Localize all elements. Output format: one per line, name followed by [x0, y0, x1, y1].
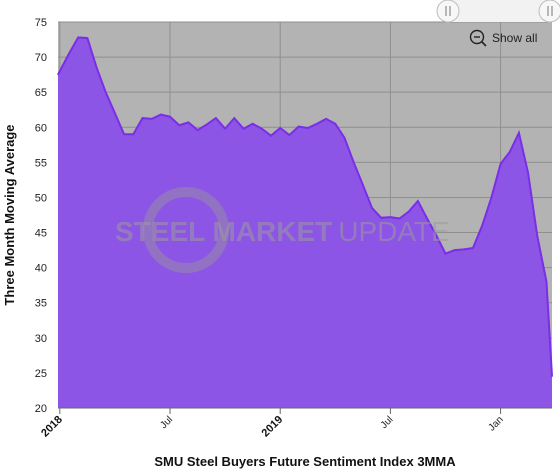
watermark-strong: STEEL MARKET — [115, 216, 332, 247]
data-point — [454, 249, 456, 251]
data-point — [481, 224, 483, 227]
y-tick-label: 25 — [35, 368, 47, 380]
data-points — [57, 36, 553, 377]
data-point — [316, 123, 318, 125]
show-all-button[interactable]: Show all — [469, 29, 538, 47]
y-tick-label: 75 — [35, 17, 47, 29]
data-point — [408, 210, 410, 213]
data-point — [545, 281, 548, 283]
data-point — [141, 117, 144, 119]
y-tick-label: 65 — [35, 87, 47, 99]
data-point — [96, 67, 98, 69]
y-tick-label: 45 — [35, 228, 47, 240]
sentiment-area — [58, 37, 552, 409]
x-axis-title: SMU Steel Buyers Future Sentiment Index … — [154, 454, 456, 469]
y-tick-label: 40 — [35, 263, 47, 275]
data-point — [298, 126, 300, 128]
data-point — [307, 127, 309, 129]
data-point — [362, 184, 364, 186]
data-point — [114, 112, 116, 114]
data-point — [68, 53, 70, 55]
data-point — [518, 132, 520, 134]
data-point — [242, 128, 245, 130]
data-point — [224, 128, 226, 130]
data-point — [261, 128, 263, 130]
y-tick-label: 35 — [35, 298, 47, 310]
y-axis-title: Three Month Moving Average — [2, 124, 17, 305]
data-point — [77, 36, 79, 39]
data-point — [197, 129, 199, 131]
data-point — [389, 216, 391, 218]
data-point — [279, 127, 281, 129]
data-point — [123, 133, 125, 135]
data-point — [86, 37, 88, 39]
data-point — [270, 135, 272, 137]
watermark: STEEL MARKET UPDATE — [115, 187, 450, 273]
data-point — [160, 114, 162, 116]
data-point — [371, 207, 373, 209]
data-point — [490, 196, 492, 199]
data-point — [288, 134, 290, 136]
data-point — [178, 124, 180, 126]
x-tick-label: Jul — [158, 414, 175, 431]
data-point — [444, 253, 447, 255]
data-point — [536, 235, 538, 237]
data-point — [472, 247, 474, 249]
data-point — [399, 217, 401, 220]
data-point — [500, 163, 502, 165]
navigator-handle-left[interactable] — [436, 0, 460, 23]
zoom-out-icon — [469, 29, 487, 47]
navigator-handle-right[interactable] — [538, 0, 560, 23]
grip-handle-icon — [445, 6, 451, 16]
data-point — [463, 248, 465, 250]
data-point — [233, 117, 235, 119]
data-point — [215, 117, 217, 119]
watermark-logo-icon — [143, 187, 229, 273]
x-tick-label: Jul — [379, 414, 396, 431]
x-axis: 2018 Jul 2019 Jul Jan — [39, 408, 506, 439]
y-tick-label: 20 — [35, 403, 47, 415]
watermark-light: UPDATE — [338, 216, 450, 247]
data-point — [187, 121, 189, 123]
data-point — [169, 116, 171, 118]
data-point — [334, 123, 336, 125]
x-tick-label: 2018 — [39, 414, 65, 440]
navigator-bar[interactable] — [436, 0, 560, 23]
data-point — [509, 151, 511, 153]
watermark-text: STEEL MARKET UPDATE — [115, 216, 450, 247]
data-point — [343, 137, 346, 139]
data-point — [132, 133, 134, 135]
data-point — [426, 217, 428, 220]
y-axis: 20 25 30 35 40 45 50 55 60 65 70 75 — [35, 17, 47, 415]
data-point — [551, 375, 553, 377]
y-tick-label: 50 — [35, 192, 47, 204]
x-tick-label: Jan — [487, 414, 506, 433]
data-point — [151, 118, 153, 120]
data-point — [353, 161, 355, 163]
data-point — [435, 234, 437, 236]
y-tick-label: 70 — [35, 52, 47, 64]
plot-area: STEEL MARKET UPDATE — [57, 21, 553, 409]
data-point — [57, 74, 59, 76]
show-all-label[interactable]: Show all — [492, 31, 537, 45]
data-point — [105, 91, 107, 93]
data-point — [325, 118, 327, 120]
y-tick-label: 60 — [35, 122, 47, 134]
data-point — [380, 217, 382, 219]
data-point — [206, 123, 208, 126]
y-tick-label: 30 — [35, 333, 47, 345]
data-point — [417, 200, 419, 202]
x-tick-label: 2019 — [260, 414, 286, 440]
data-point — [252, 123, 254, 125]
navigator-track[interactable] — [448, 0, 552, 22]
y-tick-label: 55 — [35, 157, 47, 169]
data-point — [527, 172, 529, 174]
grip-handle-icon — [547, 6, 553, 16]
